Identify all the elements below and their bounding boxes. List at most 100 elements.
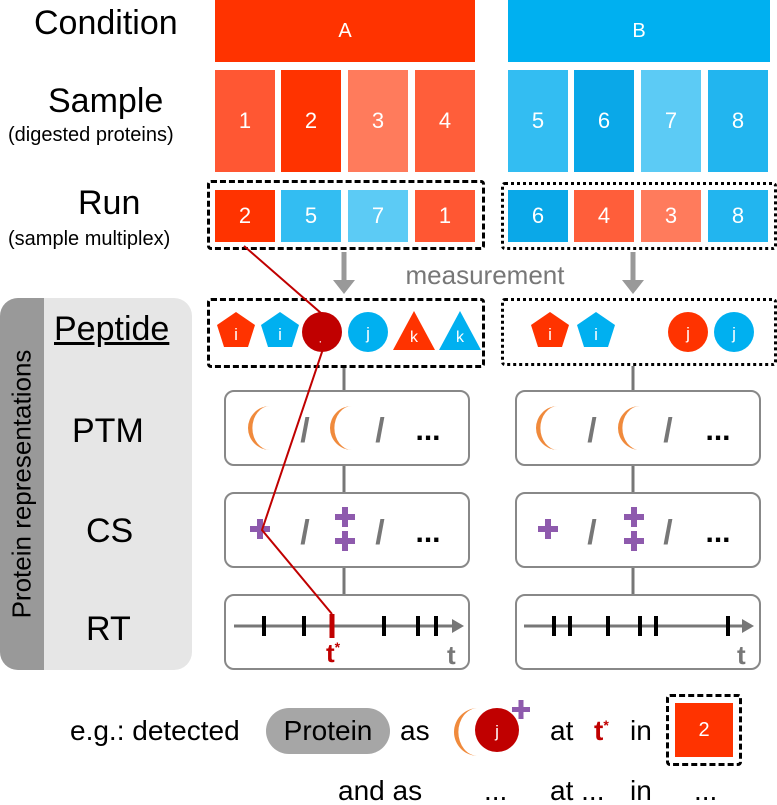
sample-box-3: 3 xyxy=(348,70,408,172)
condition-a-box: A xyxy=(215,0,475,62)
run-label: Run xyxy=(78,184,141,222)
svg-text:k: k xyxy=(410,329,419,346)
footer-line2-dots: ... xyxy=(694,775,717,805)
ptm-alpha-crescent-icon: α xyxy=(536,406,558,450)
rt-label: RT xyxy=(86,610,131,648)
rt-t-label: t xyxy=(737,640,746,670)
run-sample-box-2: 2 xyxy=(215,190,275,242)
ptm-alpha-crescent-icon: α xyxy=(248,406,270,450)
ptm-beta-crescent-icon: β xyxy=(330,406,352,450)
cs-separator: / xyxy=(375,514,385,552)
svg-text:i: i xyxy=(278,325,282,344)
protein-pill-label: Protein xyxy=(284,715,373,746)
protein-pill xyxy=(266,708,390,754)
cs-left-box xyxy=(224,492,470,568)
peptide-j-circle-blue: j xyxy=(714,312,754,352)
charge-plus-two-icon xyxy=(624,507,644,551)
run-sample-box-7: 7 xyxy=(348,190,408,242)
trace-line xyxy=(243,245,333,615)
footer-line2-and-as: and as xyxy=(338,775,422,805)
charge-plus-two-icon xyxy=(335,507,355,551)
footer-line2-in: in xyxy=(630,775,652,805)
condition-label: Condition xyxy=(34,4,178,42)
footer-in-text: in xyxy=(630,715,652,746)
peptide-right-frame xyxy=(501,298,777,366)
peptide-i-pentagon-blue: i xyxy=(261,312,299,347)
run-sample-box-1: 1 xyxy=(415,190,475,242)
rt-axis-left xyxy=(234,614,464,638)
cs-more: ... xyxy=(705,516,730,549)
footer-line2-dots: ... xyxy=(484,775,507,805)
peptide-j-circle-red: j xyxy=(668,312,708,352)
rt-axis-right xyxy=(524,616,754,636)
sample-sublabel: (digested proteins) xyxy=(8,124,174,146)
footer-line2-at: at ... xyxy=(550,775,604,805)
ptm-label: PTM xyxy=(72,412,144,450)
sample-box-4: 4 xyxy=(415,70,475,172)
cs-label: CS xyxy=(86,512,134,550)
cs-separator: / xyxy=(663,514,673,552)
ptm-more: ... xyxy=(705,414,730,447)
svg-text:β: β xyxy=(625,421,634,438)
charge-plus-one-icon xyxy=(538,519,558,539)
svg-text:k: k xyxy=(456,329,465,346)
ptm-separator: / xyxy=(663,412,673,450)
peptide-i-pentagon-red: i xyxy=(217,312,255,347)
footer-run-frame xyxy=(666,694,742,766)
svg-text:j: j xyxy=(731,324,736,343)
protein-representations-side-bar xyxy=(0,298,44,670)
footer-eg-text: e.g.: detected xyxy=(70,715,240,746)
peptide-label: Peptide xyxy=(54,310,170,348)
sample-box-5: 5 xyxy=(508,70,568,172)
footer-as-text: as xyxy=(400,715,430,746)
sample-box-2: 2 xyxy=(281,70,341,172)
run-sample-box-4: 4 xyxy=(574,190,634,242)
peptide-k-triangle-blue: k xyxy=(439,311,481,350)
svg-text:j: j xyxy=(494,722,499,741)
condition-b-box: B xyxy=(508,0,770,62)
ptm-left-box xyxy=(224,390,470,466)
measurement-label: measurement xyxy=(406,260,566,290)
svg-text:i: i xyxy=(594,325,598,344)
svg-text:α: α xyxy=(255,421,264,438)
peptide-j-circle-blue: j xyxy=(348,312,388,352)
rt-t-star-label: t* xyxy=(326,638,341,668)
rt-t-label: t xyxy=(447,640,456,670)
run-sample-box-8: 8 xyxy=(708,190,768,242)
footer-t-star: t* xyxy=(594,715,609,746)
run-sample-box-3: 3 xyxy=(641,190,701,242)
ptm-more: ... xyxy=(415,414,440,447)
sample-box-1: 1 xyxy=(215,70,275,172)
svg-text:i: i xyxy=(548,325,552,344)
svg-text:j: j xyxy=(685,324,690,343)
measurement-arrow-left xyxy=(333,252,355,294)
measurement-arrow-right xyxy=(622,252,644,294)
footer-protein-glyph: β j xyxy=(454,700,530,756)
cs-separator: / xyxy=(587,514,597,552)
charge-plus-one-icon xyxy=(250,519,270,539)
run-sample-box-5: 5 xyxy=(281,190,341,242)
ptm-right-box xyxy=(515,390,761,466)
svg-text:β: β xyxy=(337,421,346,438)
ptm-beta-crescent-icon: β xyxy=(618,406,640,450)
svg-text:j: j xyxy=(365,324,370,343)
sample-label: Sample xyxy=(48,82,164,120)
sample-box-8: 8 xyxy=(708,70,768,172)
peptide-i-pentagon-blue: i xyxy=(577,312,615,347)
svg-text:α: α xyxy=(543,421,552,438)
run-sublabel: (sample multiplex) xyxy=(8,228,171,250)
peptide-k-triangle-red: k xyxy=(393,311,435,350)
peptide-i-pentagon-red: i xyxy=(531,312,569,347)
run-left-frame xyxy=(207,180,485,250)
svg-text:β: β xyxy=(463,725,472,742)
ptm-separator: / xyxy=(375,412,385,450)
ptm-separator: / xyxy=(300,412,310,450)
run-right-frame xyxy=(501,182,777,250)
cs-separator: / xyxy=(300,514,310,552)
footer-run-box: 2 xyxy=(675,703,733,757)
cs-more: ... xyxy=(415,516,440,549)
footer-at-text: at xyxy=(550,715,574,746)
svg-text:i: i xyxy=(234,325,238,344)
sample-box-7: 7 xyxy=(641,70,701,172)
